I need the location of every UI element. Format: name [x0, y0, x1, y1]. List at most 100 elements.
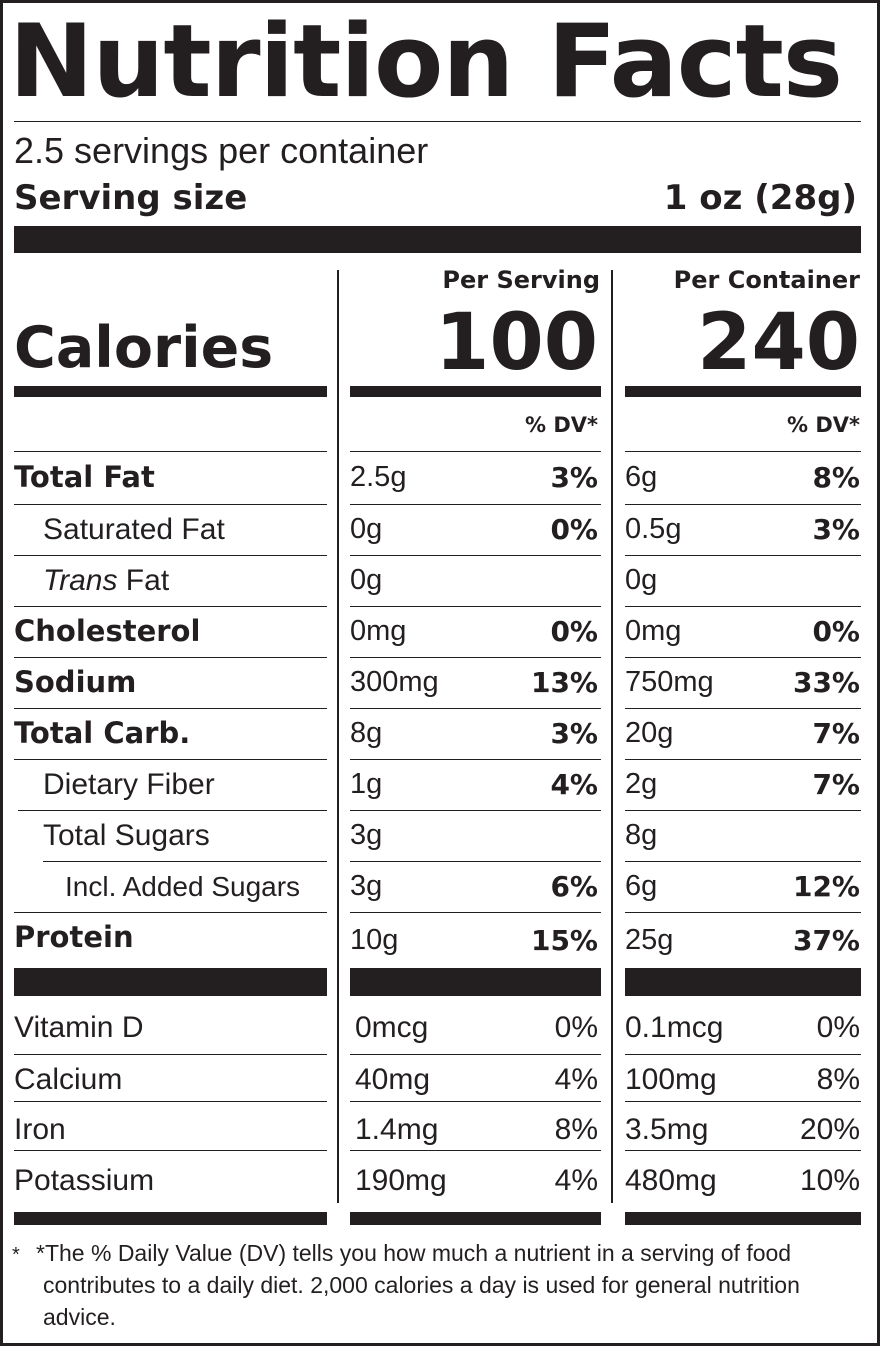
vitamin-label: Potassium — [14, 1164, 155, 1197]
serving-amount: 0mcg — [355, 1011, 429, 1044]
container-dv: 3% — [812, 513, 860, 546]
dv-header-serving: % DV* — [524, 413, 598, 437]
nutrient-row-added-sugars: Incl. Added Sugars 3g 6% 6g 12% — [3, 861, 880, 912]
container-amount: 3.5mg — [625, 1113, 709, 1146]
footer-bar-serving-col — [350, 1212, 601, 1225]
footer-bar-label-col — [14, 1212, 327, 1225]
container-dv: 10% — [799, 1164, 860, 1197]
vitamin-label: Calcium — [14, 1063, 123, 1096]
vitamin-label: Vitamin D — [14, 1011, 144, 1044]
container-dv: 0% — [816, 1011, 860, 1044]
row-rule — [43, 861, 327, 862]
trans-italic: Trans — [43, 564, 118, 597]
column-divider-1 — [337, 270, 339, 1203]
nutrient-label: Dietary Fiber — [43, 768, 215, 801]
container-amount: 0mg — [625, 615, 682, 647]
calories-bar-container-col — [625, 386, 861, 397]
serving-amount: 0mg — [350, 615, 407, 647]
nutrient-row-sodium: Sodium 300mg 13% 750mg 33% — [3, 657, 880, 708]
serving-amount: 8g — [350, 717, 383, 749]
nutrient-label: Total Sugars — [43, 819, 210, 852]
serving-amount: 0g — [350, 564, 383, 596]
row-rule — [14, 1101, 327, 1102]
serving-dv: 4% — [554, 1063, 598, 1096]
serving-amount: 300mg — [350, 666, 439, 698]
serving-dv: 4% — [550, 768, 598, 801]
serving-dv: 3% — [550, 717, 598, 750]
row-rule — [14, 504, 327, 505]
container-amount: 6g — [625, 461, 658, 493]
container-amount: 8g — [625, 819, 658, 851]
container-amount: 0g — [625, 564, 658, 596]
nutrient-row-dietary-fiber: Dietary Fiber 1g 4% 2g 7% — [3, 759, 880, 810]
nutrient-label: Sodium — [14, 665, 137, 699]
serving-size-value: 1 oz (28g) — [663, 178, 857, 218]
container-amount: 25g — [625, 924, 674, 956]
serving-amount: 3g — [350, 819, 383, 851]
serving-amount: 1.4mg — [355, 1113, 439, 1146]
row-rule — [350, 759, 601, 760]
calories-per-serving: 100 — [435, 298, 598, 388]
row-rule — [14, 657, 327, 658]
serving-dv: 0% — [550, 615, 598, 648]
row-rule — [625, 1101, 861, 1102]
serving-amount: 3g — [350, 870, 383, 902]
row-rule — [14, 451, 327, 452]
footer-bar-container-col — [625, 1212, 861, 1225]
vitamin-label: Iron — [14, 1113, 66, 1146]
row-rule — [625, 759, 861, 760]
protein-bar-serving-col — [350, 968, 601, 996]
dv-header-container: % DV* — [786, 413, 860, 437]
serving-dv: 6% — [550, 870, 598, 903]
container-dv: 33% — [792, 666, 860, 699]
serving-amount: 1g — [350, 768, 383, 800]
row-rule — [14, 912, 327, 913]
row-rule — [350, 555, 601, 556]
container-dv: 12% — [792, 870, 860, 903]
vitamin-row-vitamin-d: Vitamin D 0mcg 0% 0.1mcg 0% — [3, 1002, 880, 1053]
footnote-text: *The % Daily Value (DV) tells you how mu… — [36, 1240, 800, 1330]
row-rule — [350, 657, 601, 658]
vitamin-row-calcium: Calcium 40mg 4% 100mg 8% — [3, 1054, 880, 1105]
container-dv: 20% — [799, 1113, 860, 1146]
row-rule — [625, 1054, 861, 1055]
container-dv: 7% — [812, 717, 860, 750]
footnote-marker: * — [12, 1244, 20, 1266]
container-amount: 750mg — [625, 666, 714, 698]
row-rule — [350, 1101, 601, 1102]
nutrient-row-cholesterol: Cholesterol 0mg 0% 0mg 0% — [3, 606, 880, 657]
serving-dv — [350, 555, 598, 606]
serving-dv: 8% — [554, 1113, 598, 1146]
container-amount: 100mg — [625, 1063, 717, 1096]
row-rule — [625, 708, 861, 709]
container-amount: 0.1mcg — [625, 1011, 724, 1044]
serving-thick-bar — [14, 226, 861, 253]
serving-amount: 190mg — [355, 1164, 447, 1197]
serving-amount: 10g — [350, 924, 399, 956]
container-dv — [625, 555, 860, 606]
serving-size-label: Serving size — [14, 178, 248, 218]
calories-bar-serving-col — [350, 386, 601, 397]
serving-dv — [350, 810, 598, 861]
row-rule — [350, 861, 601, 862]
nutrient-row-trans-fat: Trans Fat 0g 0g — [3, 555, 880, 606]
row-rule — [350, 504, 601, 505]
row-rule — [14, 606, 327, 607]
container-amount: 2g — [625, 768, 658, 800]
serving-amount: 2.5g — [350, 461, 407, 493]
serving-amount: 0g — [350, 513, 383, 545]
nutrient-label: Saturated Fat — [43, 513, 225, 546]
nutrient-label: Incl. Added Sugars — [65, 871, 301, 902]
vitamin-row-iron: Iron 1.4mg 8% 3.5mg 20% — [3, 1104, 880, 1155]
row-rule — [625, 555, 861, 556]
protein-bar-label-col — [14, 968, 327, 996]
row-rule — [625, 861, 861, 862]
serving-dv: 13% — [530, 666, 598, 699]
row-rule — [14, 1054, 327, 1055]
serving-dv: 0% — [554, 1011, 598, 1044]
row-rule — [14, 1150, 327, 1151]
container-dv: 0% — [812, 615, 860, 648]
row-rule — [14, 708, 327, 709]
row-rule — [625, 1150, 861, 1151]
